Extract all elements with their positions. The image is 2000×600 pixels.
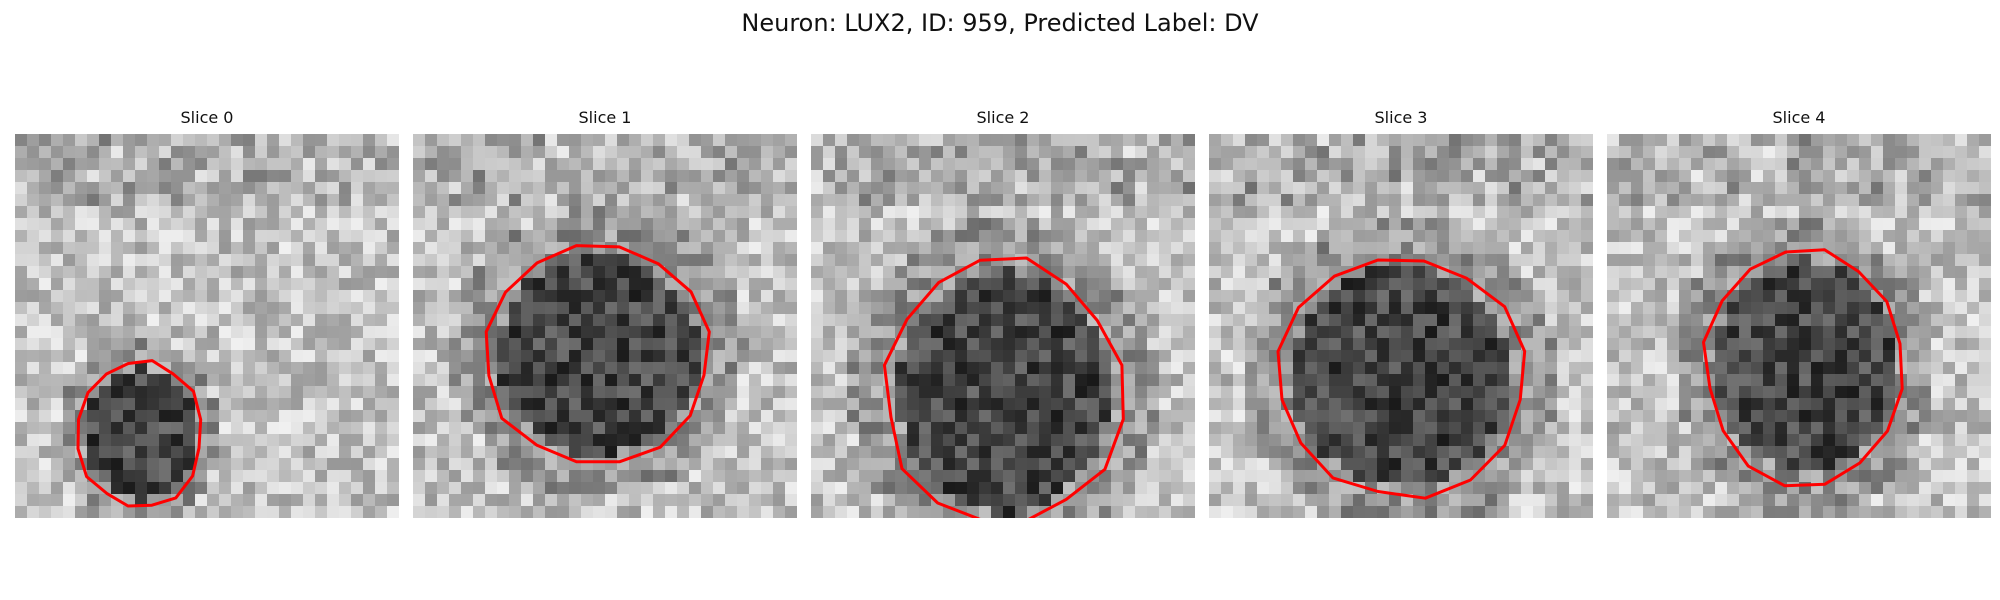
- slice-image: [1607, 134, 1991, 518]
- slice-image: [413, 134, 797, 518]
- neuron-contour: [484, 244, 711, 464]
- panel-slice-1: Slice 1: [413, 108, 797, 518]
- panel-slice-2: Slice 2: [811, 108, 1195, 518]
- slice-image: [15, 134, 399, 518]
- panel-slice-0: Slice 0: [15, 108, 399, 518]
- neuron-contour: [1702, 248, 1904, 488]
- slice-image-svg: [413, 134, 797, 518]
- slice-image: [811, 134, 1195, 518]
- slice-image-svg: [1607, 134, 1991, 518]
- panel-title: Slice 1: [578, 108, 632, 127]
- panel-slice-3: Slice 3: [1209, 108, 1593, 518]
- panel-title: Slice 2: [976, 108, 1030, 127]
- neuron-contour: [882, 256, 1125, 518]
- panel-title: Slice 4: [1772, 108, 1826, 127]
- slice-image-svg: [15, 134, 399, 518]
- panel-title: Slice 0: [180, 108, 234, 127]
- slice-image: [1209, 134, 1593, 518]
- panel-slice-4: Slice 4: [1607, 108, 1991, 518]
- slice-image-svg: [811, 134, 1195, 518]
- slice-image-svg: [1209, 134, 1593, 518]
- neuron-contour: [76, 359, 203, 508]
- panel-title: Slice 3: [1374, 108, 1428, 127]
- figure-title: Neuron: LUX2, ID: 959, Predicted Label: …: [741, 9, 1259, 37]
- neuron-contour: [1276, 258, 1527, 500]
